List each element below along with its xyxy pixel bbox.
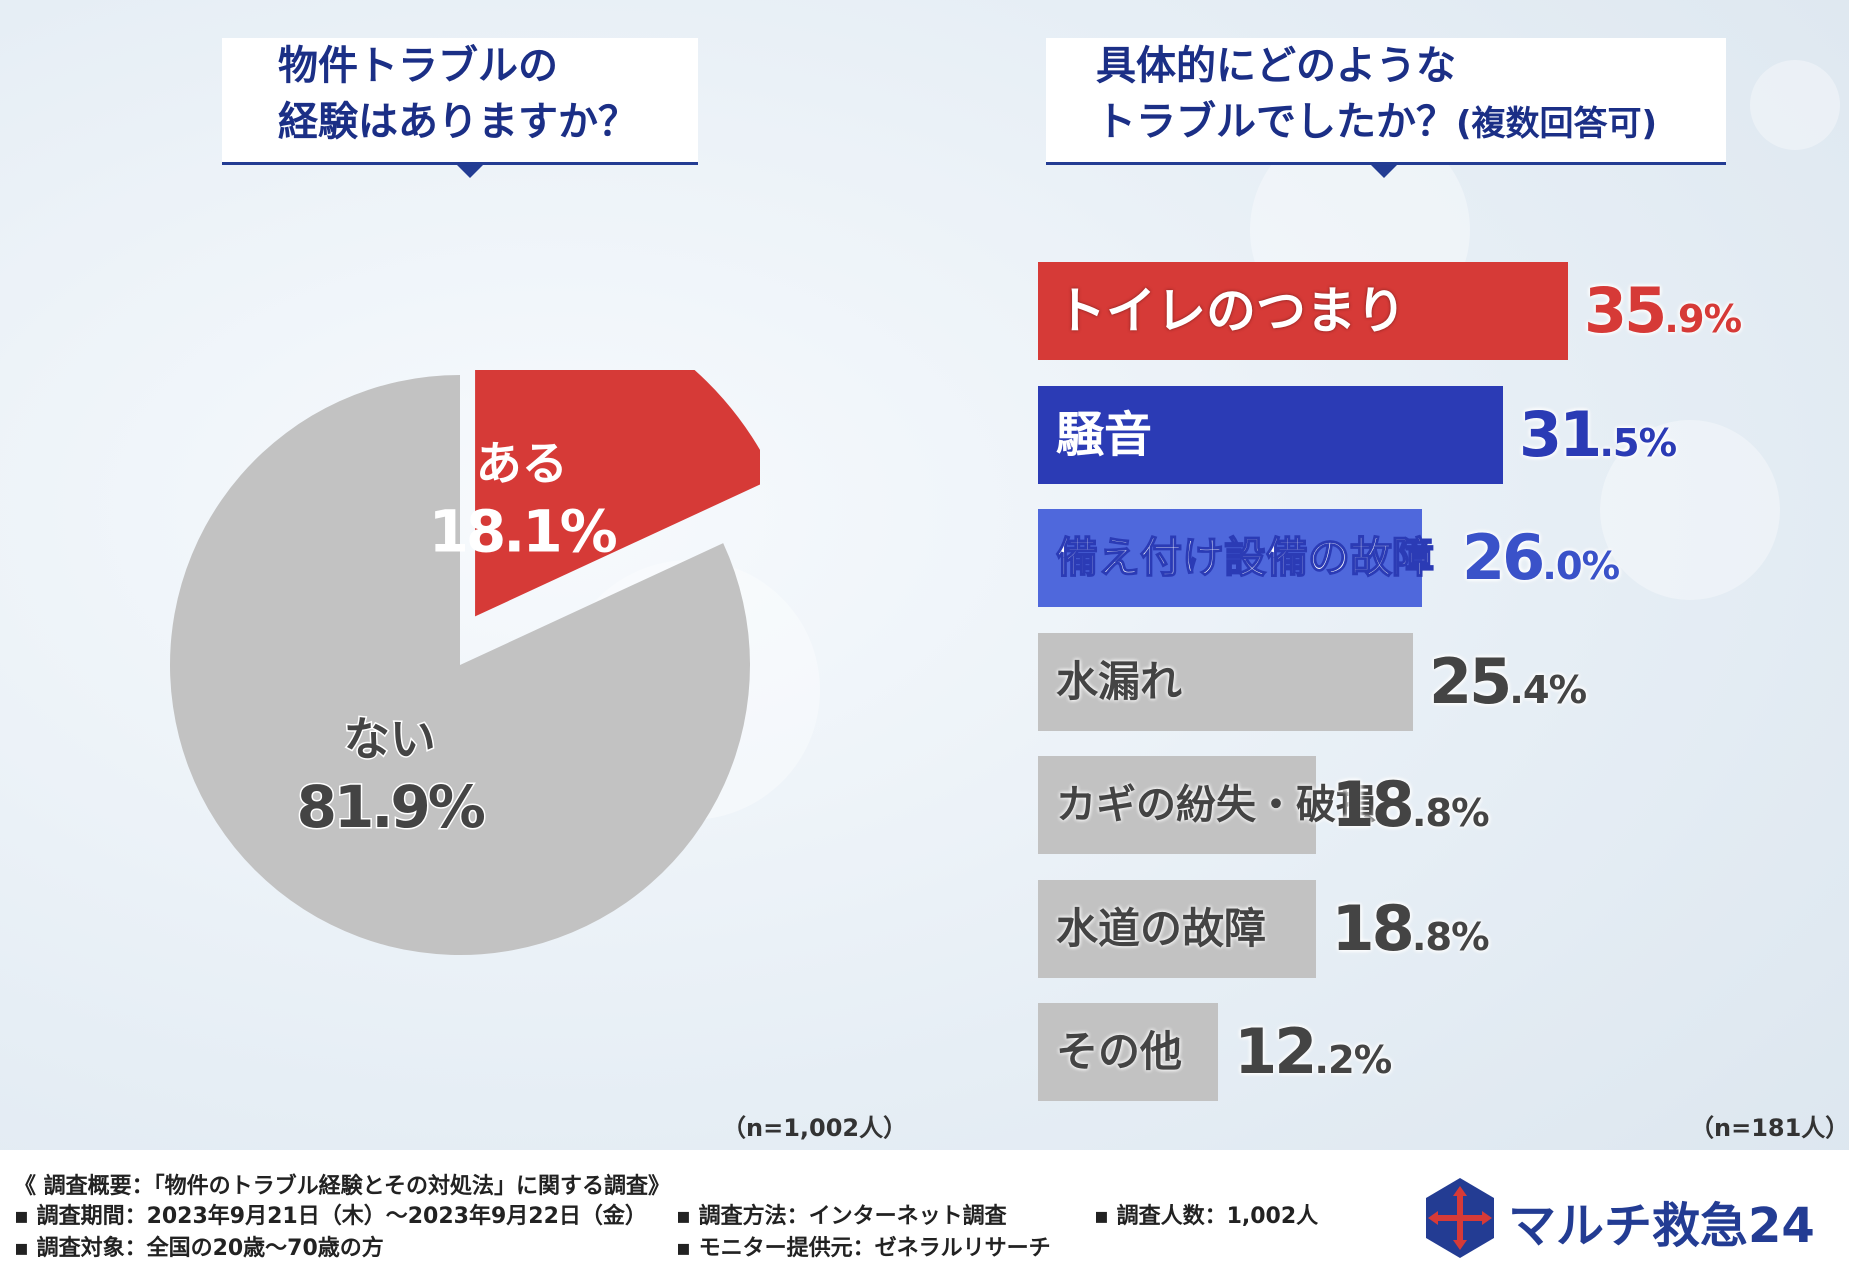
bar-category-label: カギの紛失・破損 [1056,782,1376,828]
pie-label: ない [344,712,436,766]
question-right-note: (複数回答可) [1456,104,1658,144]
bar-row: カギの紛失・破損 18.8% [1038,756,1838,854]
bar-value-label: 31.5% [1519,397,1677,471]
bar-category-label: 水漏れ [1056,656,1183,706]
question-left: 物件トラブルの 経験はありますか？ [222,38,698,178]
pie-chart: ある 18.1% ない 81.9% [170,370,760,955]
survey-target: ▪ 調査対象：全国の20歳〜70歳の方 [14,1236,384,1261]
bar-value-label: 35.9% [1584,274,1742,347]
bar-row: 騒音 31.5% [1038,385,1838,484]
logo-mark-icon [1426,1178,1494,1258]
bar-value-label: 12.2% [1234,1015,1392,1088]
survey-period: ▪ 調査期間：2023年9月21日（木）〜2023年9月22日（金） [14,1204,647,1229]
bar [1038,879,1316,978]
survey-footer: 《 調査概要：「物件のトラブル経験とその対処法」に関する調査》 ▪ 調査期間：2… [0,1150,1849,1280]
bar-row: トイレのつまり 35.9% [1038,262,1838,360]
question-left-line2: 経験はありますか？ [278,99,638,145]
pie-value-label: 81.9% [297,773,485,841]
survey-method: ▪ 調査方法：インターネット調査 [676,1204,1007,1229]
bar-value-label: 25.4% [1428,644,1587,718]
bar [1038,509,1422,607]
bar-value-label: 18.8% [1331,768,1490,841]
bokeh-decoration [1750,60,1840,150]
bar [1038,385,1504,484]
bar-row: 備え付け設備の故障 26.0% [1038,509,1838,607]
bar [1038,262,1568,360]
bar-category-label: トイレのつまり [1056,282,1406,340]
survey-count: ▪ 調査人数：1,002人 [1094,1204,1319,1229]
pointer-triangle [456,164,484,178]
pie-value-label: 18.1% [429,498,617,566]
survey-provider: ▪ モニター提供元：ゼネラルリサーチ [676,1236,1051,1261]
bar-value-label: 26.0% [1462,521,1620,594]
bar [1038,756,1316,854]
bar-value-label: 18.8% [1331,891,1490,965]
brand-logo: マルチ救急24 [1422,1176,1842,1260]
question-right: 具体的にどのような トラブルでしたか？(複数回答可) [1046,38,1726,178]
pie-label: ある [476,437,568,491]
question-left-line1: 物件トラブルの [278,43,558,89]
bokeh-decoration [1600,420,1780,600]
bar-row: 水道の故障 18.8% [1038,879,1838,978]
bar [1038,1003,1219,1101]
survey-title: 《 調査概要：「物件のトラブル経験とその対処法」に関する調査》 [14,1174,671,1199]
pie-slice-aru [475,370,760,617]
bar-row: その他 12.2% [1038,1003,1838,1101]
sample-size-left: （n=1,002人） [722,1114,908,1142]
pie-slice-nai [170,375,750,955]
logo-text: マルチ救急24 [1508,1198,1815,1254]
sample-size-right: （n=181人） [1690,1114,1849,1142]
question-right-line1: 具体的にどのような [1096,43,1456,89]
bar-category-label: 水道の故障 [1056,903,1267,953]
bar-category-label: その他 [1056,1027,1183,1076]
bar-row: 水漏れ 25.4% [1038,632,1838,731]
bar [1038,632,1413,731]
bar-category-label: 備え付け設備の故障 [1055,532,1435,583]
question-right-line2: トラブルでしたか？ [1096,99,1456,145]
bar-category-label: 騒音 [1056,406,1153,463]
pointer-triangle [1370,164,1398,178]
